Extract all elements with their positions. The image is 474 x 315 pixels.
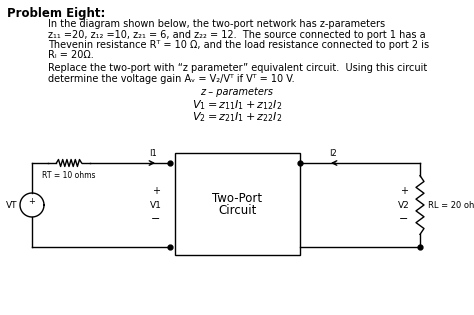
Text: +: +	[152, 186, 160, 196]
Text: determine the voltage gain Aᵥ = V₂/Vᵀ if Vᵀ = 10 V.: determine the voltage gain Aᵥ = V₂/Vᵀ if…	[48, 73, 295, 83]
Text: V1: V1	[150, 201, 162, 209]
Text: −: −	[399, 214, 409, 224]
Text: $V_2 = z_{21}I_1 + z_{22}I_2$: $V_2 = z_{21}I_1 + z_{22}I_2$	[192, 110, 282, 124]
Text: Two-Port: Two-Port	[212, 192, 263, 205]
Text: −: −	[151, 214, 161, 224]
Text: In the diagram shown below, the two-port network has z-parameters: In the diagram shown below, the two-port…	[48, 19, 385, 29]
Text: RT = 10 ohms: RT = 10 ohms	[42, 171, 96, 180]
Text: VT: VT	[6, 201, 17, 209]
Text: Replace the two-port with “z parameter” equivalent circuit.  Using this circuit: Replace the two-port with “z parameter” …	[48, 63, 427, 73]
Text: z₁₁ =20, z₁₂ =10, z₂₁ = 6, and z₂₂ = 12.  The source connected to port 1 has a: z₁₁ =20, z₁₂ =10, z₂₁ = 6, and z₂₂ = 12.…	[48, 30, 426, 39]
Text: +: +	[28, 197, 36, 205]
Text: RL = 20 ohms: RL = 20 ohms	[428, 201, 474, 209]
Text: V2: V2	[398, 201, 410, 209]
Text: Circuit: Circuit	[219, 204, 257, 217]
Text: +: +	[400, 186, 408, 196]
Bar	[175, 153, 300, 255]
Text: $V_1 = z_{11}I_1 + z_{12}I_2$: $V_1 = z_{11}I_1 + z_{12}I_2$	[192, 98, 282, 112]
Text: I1: I1	[149, 149, 157, 158]
Text: Problem Eight:: Problem Eight:	[7, 7, 105, 20]
Text: Rₗ = 20Ω.: Rₗ = 20Ω.	[48, 50, 94, 60]
Text: Thevenin resistance Rᵀ = 10 Ω, and the load resistance connected to port 2 is: Thevenin resistance Rᵀ = 10 Ω, and the l…	[48, 40, 429, 50]
Text: I2: I2	[329, 149, 337, 158]
Text: z – parameters: z – parameters	[201, 87, 273, 97]
